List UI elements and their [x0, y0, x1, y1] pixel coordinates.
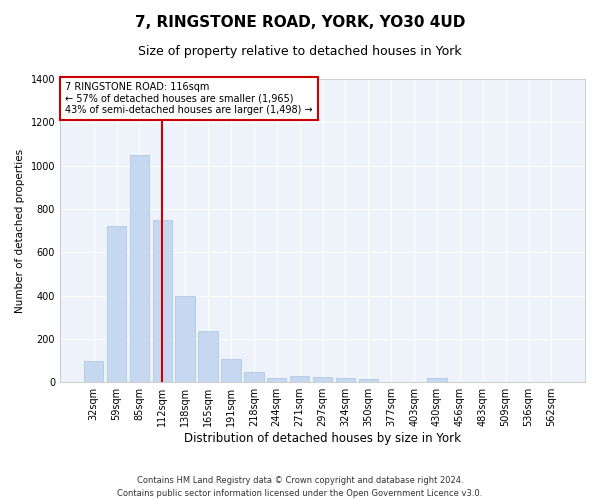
- Bar: [244, 372, 263, 382]
- Text: Contains HM Land Registry data © Crown copyright and database right 2024.
Contai: Contains HM Land Registry data © Crown c…: [118, 476, 482, 498]
- Bar: [84, 360, 103, 382]
- Bar: [175, 296, 195, 382]
- Bar: [107, 226, 126, 382]
- Bar: [290, 376, 310, 382]
- Bar: [221, 360, 241, 382]
- Bar: [427, 378, 446, 382]
- Text: 7 RINGSTONE ROAD: 116sqm
← 57% of detached houses are smaller (1,965)
43% of sem: 7 RINGSTONE ROAD: 116sqm ← 57% of detach…: [65, 82, 313, 115]
- Bar: [335, 378, 355, 382]
- Bar: [267, 378, 286, 382]
- Y-axis label: Number of detached properties: Number of detached properties: [15, 148, 25, 312]
- Text: Size of property relative to detached houses in York: Size of property relative to detached ho…: [138, 45, 462, 58]
- Bar: [152, 220, 172, 382]
- Bar: [313, 377, 332, 382]
- Bar: [130, 155, 149, 382]
- Bar: [199, 332, 218, 382]
- Text: 7, RINGSTONE ROAD, YORK, YO30 4UD: 7, RINGSTONE ROAD, YORK, YO30 4UD: [135, 15, 465, 30]
- Bar: [359, 379, 378, 382]
- X-axis label: Distribution of detached houses by size in York: Distribution of detached houses by size …: [184, 432, 461, 445]
